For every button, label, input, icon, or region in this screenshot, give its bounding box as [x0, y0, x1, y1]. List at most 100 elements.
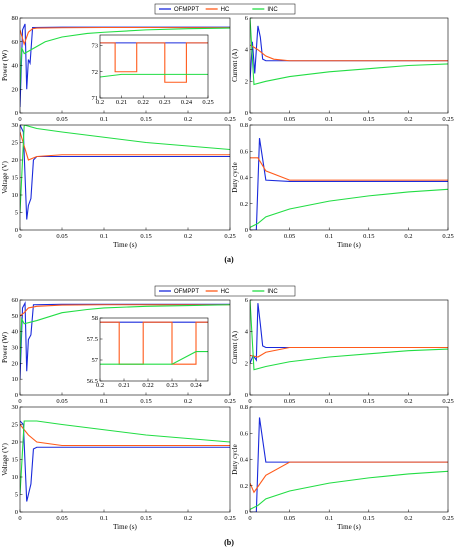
y-axis-label: Power (W) — [1, 49, 9, 81]
y-axis-label: Voltage (V) — [1, 160, 9, 193]
inset-x-tick-label: 0.22 — [138, 99, 149, 106]
legend: OFMPPT HC INC — [154, 3, 296, 15]
series-hc-line — [20, 304, 230, 317]
series-hc-line — [250, 157, 448, 181]
legend-label-hc: HC — [221, 289, 230, 295]
x-tick-label: 0.05 — [56, 233, 67, 240]
series-ofmppt-line — [250, 25, 448, 82]
x-tick-label: 0.1 — [100, 116, 108, 123]
inset-x-tick-label: 0.23 — [166, 382, 177, 389]
y-tick-label: 10 — [12, 192, 19, 199]
inset-axes: 0.2 0.21 0.22 0.23 0.24 0.25 71 72 73 — [92, 34, 214, 106]
x-tick-label: 0.05 — [284, 398, 295, 405]
series-ofmppt-line — [250, 303, 448, 364]
y-tick-label: 25 — [12, 422, 19, 429]
x-tick-label: 0.15 — [363, 233, 374, 240]
y-axis-label: Power (W) — [1, 331, 9, 363]
x-tick-label: 0.25 — [224, 515, 235, 522]
series-hc-line — [20, 131, 230, 161]
series-inc-line — [20, 304, 230, 364]
x-tick-label: 0.15 — [140, 515, 151, 522]
inset-series-hc-line — [100, 321, 208, 365]
x-tick-label: 0.2 — [184, 398, 192, 405]
axes: 0 0.05 0.1 0.15 0.2 0.25 0 5 10 15 20 25 30 Voltage (… — [1, 122, 236, 249]
inset-series-inc-line — [100, 73, 208, 78]
inset-x-tick-label: 0.22 — [142, 382, 153, 389]
inset-x-tick-label: 0.2 — [96, 382, 104, 389]
x-tick-label: 0.25 — [442, 398, 453, 405]
x-tick-label: 0.1 — [100, 233, 108, 240]
y-tick-label: 60 — [12, 39, 19, 46]
series-hc-line — [250, 346, 448, 358]
inset-plot-bg — [100, 318, 208, 381]
x-tick-label: 0.25 — [442, 233, 453, 240]
x-tick-label: 0.25 — [442, 116, 453, 123]
x-tick-label: 0.05 — [284, 515, 295, 522]
legend-label-inc: INC — [267, 7, 278, 13]
x-tick-label: 0.2 — [404, 515, 412, 522]
series-hc-line — [250, 461, 448, 494]
y-tick-label: 0 — [15, 392, 18, 399]
x-tick-label: 0.25 — [224, 233, 235, 240]
y-tick-label: 15 — [12, 175, 19, 182]
axes: 0 0.05 0.1 0.15 0.2 0.25 0 0.2 0.4 0.6 0.8 Duty cyc… — [231, 122, 454, 249]
series-hc-line — [20, 424, 230, 447]
series-ofmppt-line — [250, 138, 448, 230]
x-axis-label: Time (s) — [113, 523, 137, 531]
y-tick-label: 25 — [12, 140, 19, 147]
axes: 0 0.05 0.1 0.15 0.2 0.25 0 2 4 6 Current (A) — [231, 297, 454, 405]
y-tick-label: 2 — [245, 360, 248, 367]
x-tick-label: 0.1 — [325, 398, 333, 405]
y-tick-label: 0.4 — [240, 175, 249, 182]
y-tick-label: 0 — [245, 509, 248, 516]
inset-x-tick-label: 0.25 — [202, 99, 213, 106]
x-tick-label: 0.2 — [404, 398, 412, 405]
x-tick-label: 0 — [248, 233, 251, 240]
y-tick-label: 6 — [245, 297, 249, 304]
series-inc-line — [250, 188, 448, 228]
y-tick-label: 80 — [12, 15, 19, 22]
y-axis-label: Voltage (V) — [1, 442, 9, 475]
frame — [249, 299, 449, 396]
inset-y-tick-label: 73 — [92, 43, 99, 50]
inset-x-tick-label: 0.21 — [116, 99, 127, 106]
inset-y-tick-label: 56.5 — [87, 378, 98, 385]
y-tick-label: 60 — [12, 297, 19, 304]
y-tick-label: 0.2 — [240, 483, 248, 490]
y-axis-label: Duty cycle — [231, 162, 239, 193]
y-tick-label: 10 — [12, 474, 19, 481]
y-tick-label: 40 — [12, 63, 19, 70]
x-tick-label: 0.05 — [284, 233, 295, 240]
series-ofmppt-line — [20, 420, 230, 502]
y-tick-label: 40 — [12, 329, 19, 336]
x-tick-label: 0.25 — [224, 398, 235, 405]
legend-label-hc: HC — [221, 7, 230, 13]
x-tick-label: 0.2 — [184, 515, 192, 522]
series-inc-line — [250, 18, 448, 86]
axes: 0 0.05 0.1 0.15 0.2 0.25 0 10 20 30 40 50 60 Power (W… — [1, 297, 236, 405]
inset-x-tick-label: 0.21 — [118, 382, 129, 389]
x-tick-label: 0.1 — [100, 398, 108, 405]
y-axis-label: Current (A) — [231, 330, 239, 364]
x-tick-label: 0.2 — [404, 233, 412, 240]
frame — [249, 17, 449, 114]
inset-series-hc-line — [100, 42, 208, 83]
y-tick-label: 6 — [245, 15, 249, 22]
x-tick-label: 0.15 — [363, 116, 374, 123]
y-tick-label: 0 — [15, 509, 18, 516]
inset-y-tick-label: 57.5 — [87, 336, 98, 343]
inset-y-tick-label: 58 — [92, 315, 99, 322]
y-tick-label: 0.4 — [240, 457, 249, 464]
inset-y-tick-label: 57 — [92, 357, 99, 364]
y-tick-label: 30 — [12, 404, 19, 411]
y-tick-label: 0 — [245, 110, 248, 117]
x-tick-label: 0.05 — [56, 515, 67, 522]
x-tick-label: 0 — [248, 398, 251, 405]
x-tick-label: 0.05 — [56, 116, 67, 123]
series-inc-line — [20, 125, 230, 213]
y-tick-label: 20 — [12, 439, 19, 446]
inset-x-tick-label: 0.23 — [159, 99, 170, 106]
series-ofmppt-line — [250, 417, 448, 512]
x-tick-label: 0.15 — [363, 515, 374, 522]
